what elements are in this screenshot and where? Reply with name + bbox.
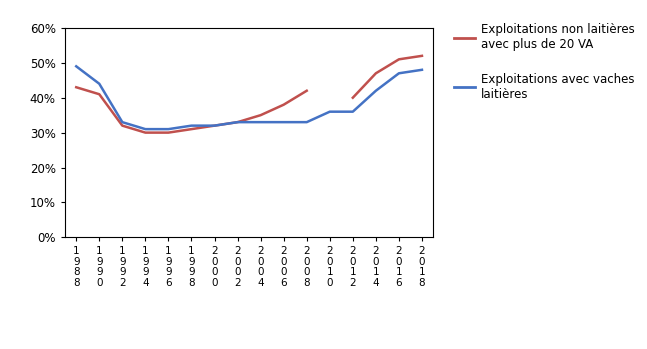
Legend: Exploitations non laitières
avec plus de 20 VA, Exploitations avec vaches
laitiè: Exploitations non laitières avec plus de… bbox=[454, 23, 635, 101]
